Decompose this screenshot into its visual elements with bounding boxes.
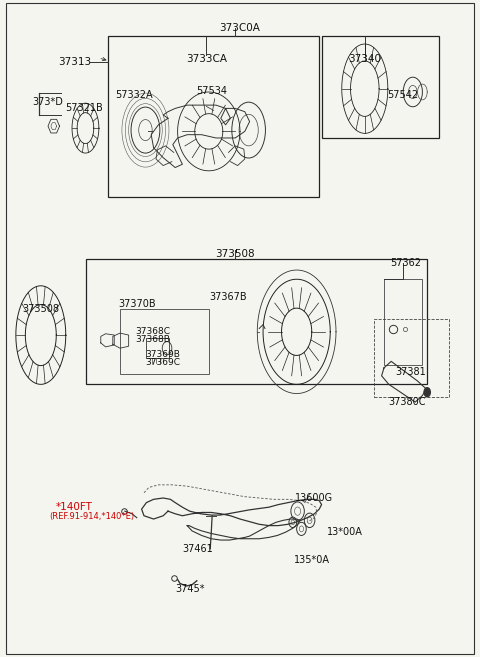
Text: 37368B: 37368B xyxy=(135,334,170,344)
Text: 57542: 57542 xyxy=(388,90,419,101)
Text: 57321B: 57321B xyxy=(65,103,103,114)
Text: 37461: 37461 xyxy=(182,543,213,554)
Text: 37313: 37313 xyxy=(58,57,91,68)
Circle shape xyxy=(423,387,431,397)
Text: 57332A: 57332A xyxy=(116,90,153,101)
Text: 57534: 57534 xyxy=(196,85,227,96)
Text: 135*0A: 135*0A xyxy=(294,555,330,565)
Text: 37367B: 37367B xyxy=(209,292,247,302)
Bar xyxy=(384,279,422,365)
Text: 37381: 37381 xyxy=(395,367,426,377)
Text: 37340: 37340 xyxy=(348,54,381,64)
Text: *140FT: *140FT xyxy=(56,502,93,512)
Text: 37369C: 37369C xyxy=(146,358,180,367)
Text: 13*00A: 13*00A xyxy=(327,527,362,537)
Text: 373C0A: 373C0A xyxy=(219,22,261,33)
Text: 373508: 373508 xyxy=(22,304,60,314)
Bar xyxy=(146,338,169,358)
Text: (REF.91-914,*140*E): (REF.91-914,*140*E) xyxy=(49,512,135,521)
Text: 37380C: 37380C xyxy=(388,397,426,407)
Bar xyxy=(108,36,319,197)
Text: 57362: 57362 xyxy=(390,258,421,268)
Bar xyxy=(322,36,439,138)
Bar xyxy=(86,259,427,384)
Text: 373*D: 373*D xyxy=(33,97,63,107)
Bar xyxy=(374,319,449,397)
Text: 37369B: 37369B xyxy=(146,350,180,359)
Text: 3733CA: 3733CA xyxy=(186,54,227,64)
Text: 373508: 373508 xyxy=(216,248,255,259)
Text: 13600G: 13600G xyxy=(295,493,334,503)
Text: 3745*: 3745* xyxy=(175,584,204,595)
Text: 37370B: 37370B xyxy=(118,299,156,309)
Bar xyxy=(120,309,209,374)
Text: 37368C: 37368C xyxy=(135,327,170,336)
